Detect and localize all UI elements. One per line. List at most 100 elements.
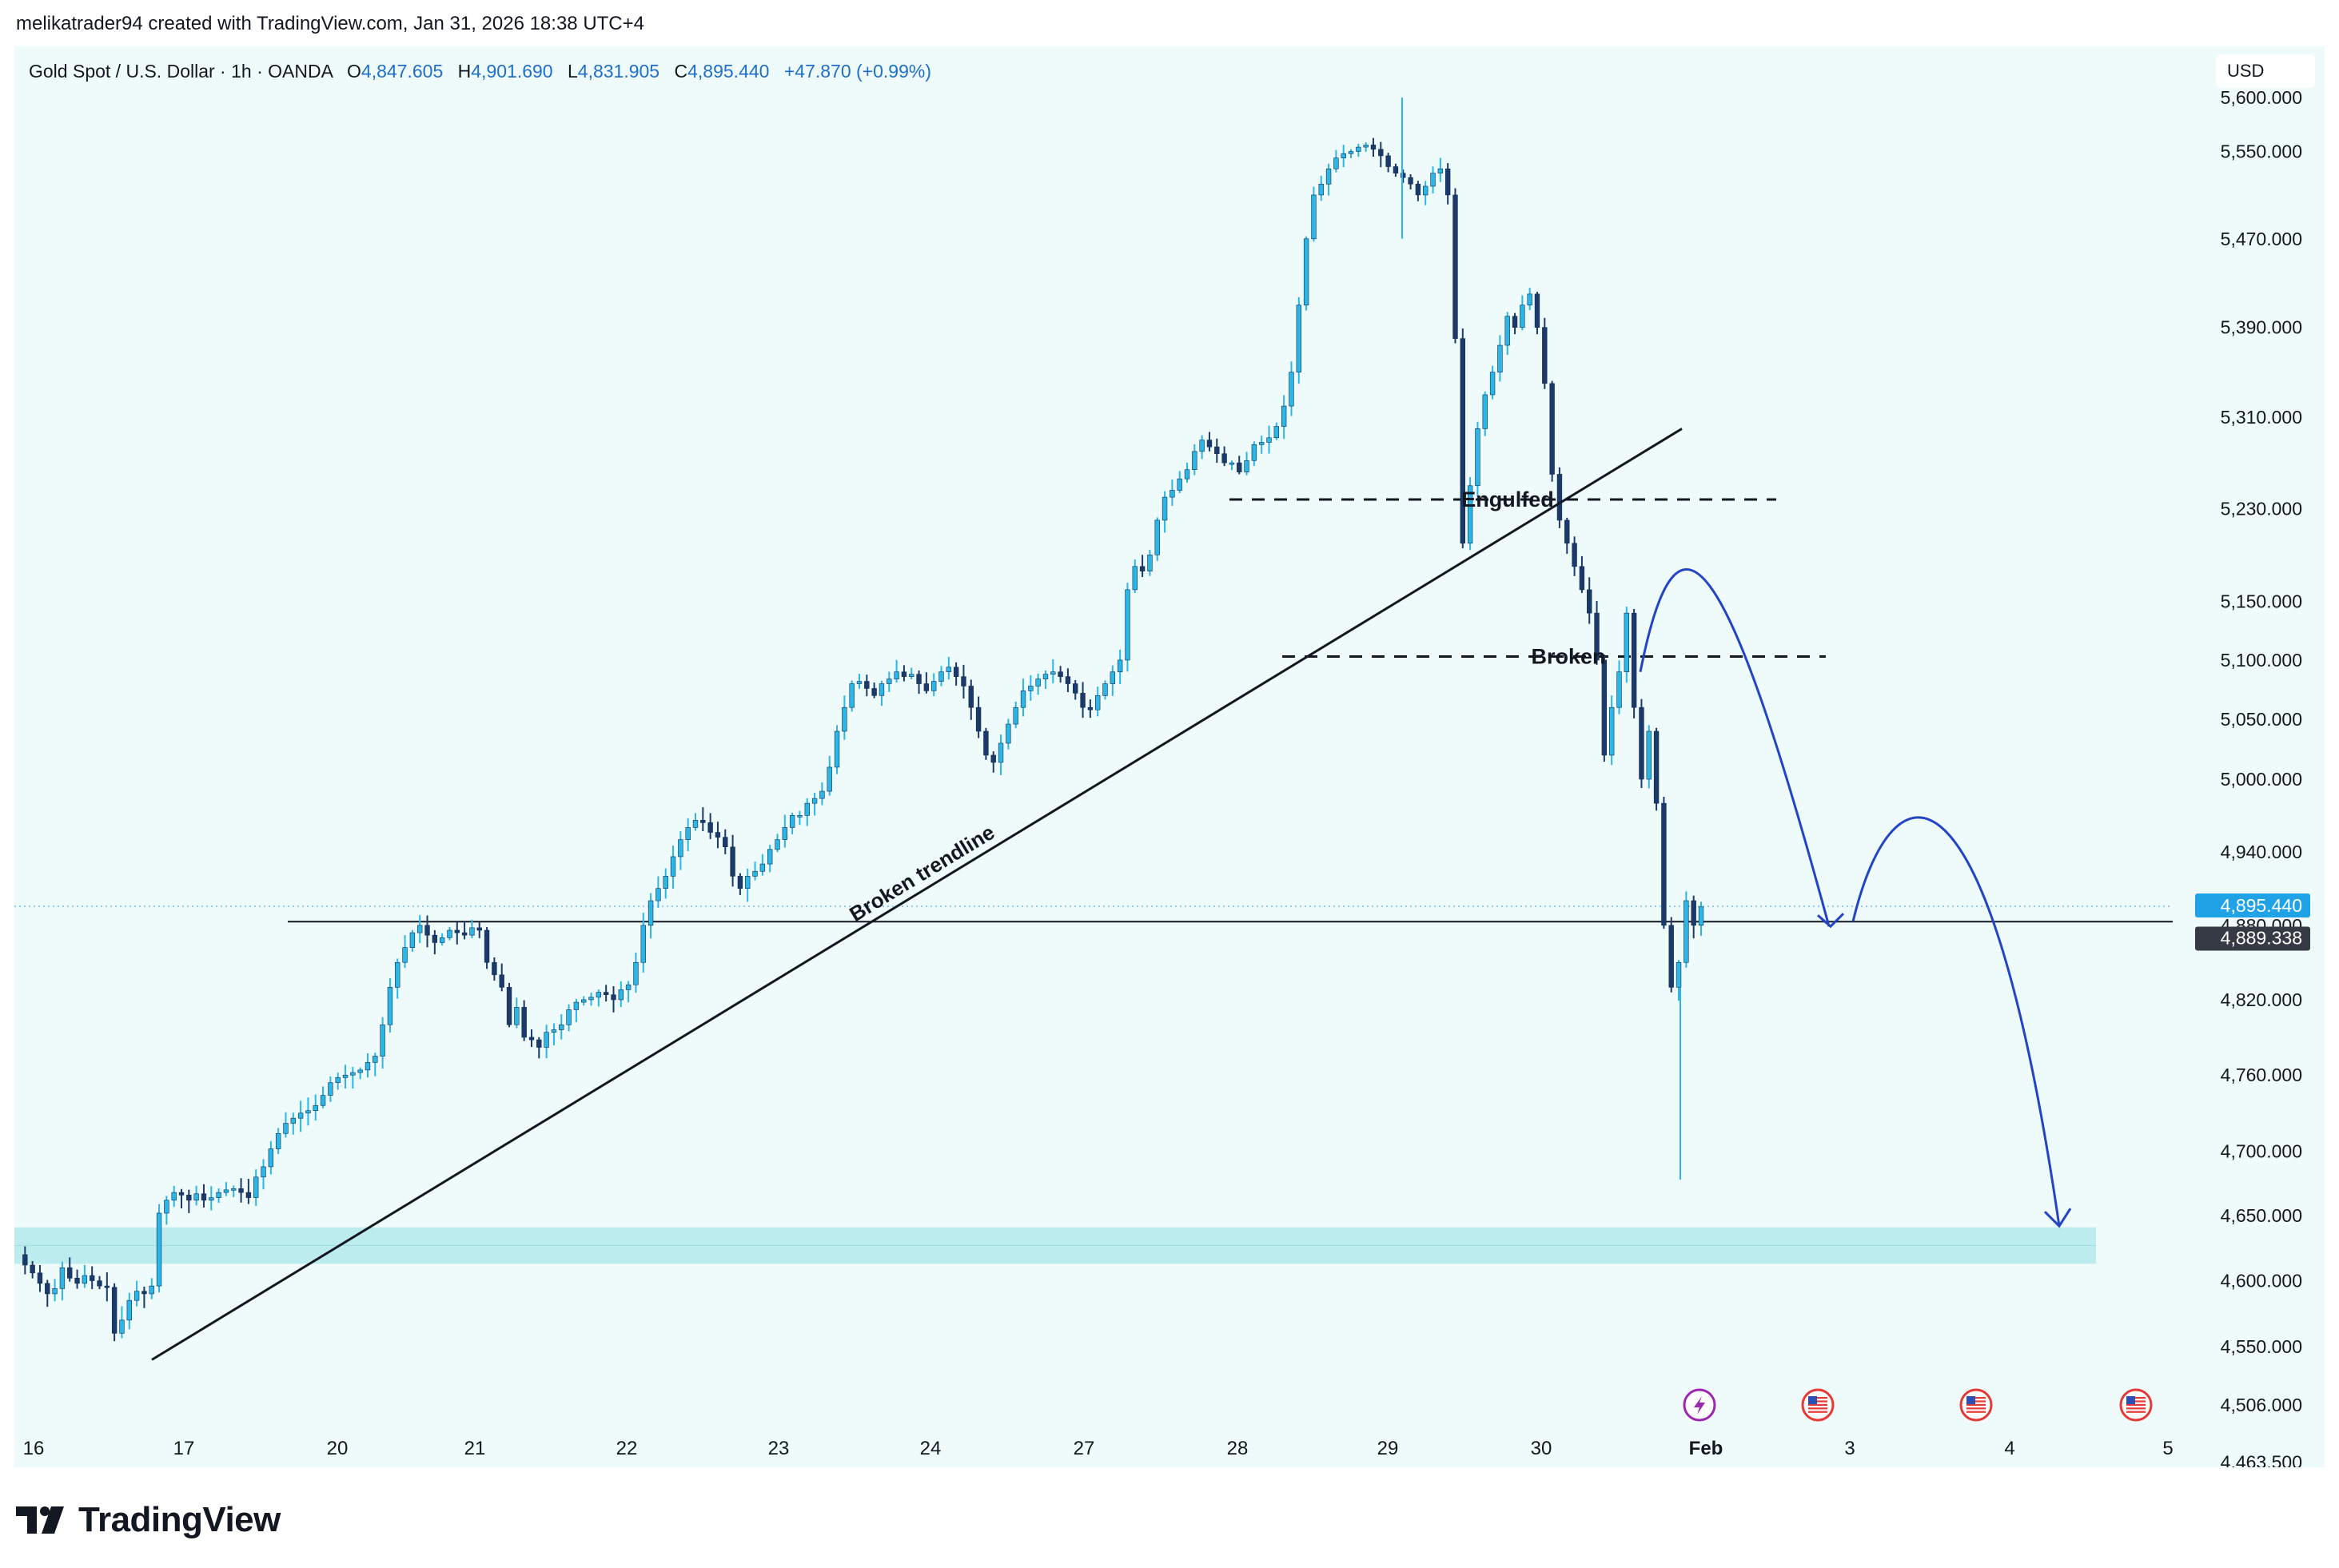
candle[interactable] — [171, 1185, 177, 1208]
candle[interactable] — [1125, 583, 1130, 672]
candle[interactable] — [328, 1076, 333, 1102]
candle[interactable] — [1549, 380, 1555, 482]
candle[interactable] — [45, 1279, 50, 1307]
candle[interactable] — [1050, 659, 1056, 683]
candle[interactable] — [245, 1179, 252, 1204]
candle[interactable] — [424, 915, 430, 948]
candle[interactable] — [1698, 901, 1704, 936]
candle[interactable] — [1520, 295, 1525, 331]
candle[interactable] — [596, 989, 602, 1007]
candle[interactable] — [52, 1279, 58, 1302]
candle[interactable] — [804, 798, 810, 826]
candle[interactable] — [335, 1073, 341, 1090]
candle[interactable] — [1556, 467, 1563, 528]
candle[interactable] — [357, 1067, 363, 1080]
candle[interactable] — [89, 1266, 95, 1290]
us-flag-event-icon[interactable] — [1801, 1388, 1835, 1422]
candle[interactable] — [625, 981, 632, 1003]
candle[interactable] — [1244, 452, 1249, 476]
candle[interactable] — [380, 1017, 385, 1069]
candle[interactable] — [1631, 608, 1637, 718]
candle[interactable] — [930, 673, 937, 697]
candle[interactable] — [1177, 471, 1182, 494]
candle[interactable] — [1378, 141, 1384, 168]
candle[interactable] — [1684, 891, 1689, 968]
candle[interactable] — [1221, 446, 1227, 467]
candle[interactable] — [566, 1004, 572, 1032]
candle[interactable] — [938, 666, 944, 686]
candle[interactable] — [1073, 679, 1078, 700]
candle[interactable] — [581, 996, 587, 1006]
trendline[interactable] — [151, 428, 1683, 1361]
candle[interactable] — [1013, 701, 1018, 729]
candle[interactable] — [723, 829, 728, 854]
candle[interactable] — [655, 876, 661, 908]
candle[interactable] — [1102, 680, 1108, 700]
candle[interactable] — [544, 1025, 549, 1059]
candle[interactable] — [1460, 328, 1465, 549]
candle[interactable] — [1661, 796, 1667, 929]
candle[interactable] — [1444, 163, 1451, 205]
candle[interactable] — [1401, 169, 1406, 183]
candle[interactable] — [1333, 149, 1339, 173]
candle[interactable] — [1639, 698, 1644, 789]
candle[interactable] — [499, 963, 504, 992]
candle[interactable] — [1475, 421, 1480, 497]
candle[interactable] — [983, 727, 989, 760]
candle[interactable] — [409, 929, 416, 952]
candle[interactable] — [268, 1140, 274, 1175]
candle[interactable] — [178, 1188, 185, 1209]
candle[interactable] — [849, 680, 855, 712]
candle[interactable] — [633, 952, 639, 993]
candle[interactable] — [1162, 491, 1168, 533]
symbol-name[interactable]: Gold Spot / U.S. Dollar · 1h · OANDA — [29, 61, 333, 82]
candle[interactable] — [223, 1182, 229, 1196]
candle[interactable] — [126, 1292, 132, 1330]
candle[interactable] — [1489, 365, 1496, 400]
candle[interactable] — [894, 659, 899, 683]
candle[interactable] — [1452, 188, 1458, 344]
candle[interactable] — [953, 662, 959, 686]
candle[interactable] — [290, 1112, 296, 1135]
candle[interactable] — [1542, 317, 1548, 389]
candle[interactable] — [320, 1086, 326, 1108]
candle[interactable] — [432, 929, 438, 955]
candle[interactable] — [707, 813, 713, 839]
candle[interactable] — [82, 1264, 88, 1288]
candle[interactable] — [887, 671, 892, 692]
candle[interactable] — [238, 1178, 244, 1203]
candle[interactable] — [439, 933, 445, 946]
candle[interactable] — [387, 977, 393, 1033]
candle[interactable] — [618, 981, 624, 1007]
candle[interactable] — [1065, 668, 1071, 693]
candle[interactable] — [1608, 695, 1615, 766]
candle[interactable] — [1139, 555, 1146, 578]
candle[interactable] — [1266, 425, 1272, 454]
candle[interactable] — [871, 683, 877, 698]
candle[interactable] — [104, 1272, 110, 1302]
projection-arc-1[interactable] — [1639, 568, 1831, 927]
candle[interactable] — [1080, 682, 1086, 718]
candle[interactable] — [1579, 555, 1585, 593]
candle[interactable] — [22, 1246, 28, 1275]
candle[interactable] — [879, 680, 885, 706]
candle[interactable] — [536, 1037, 542, 1059]
candle[interactable] — [454, 921, 460, 945]
candle[interactable] — [231, 1185, 237, 1198]
candle[interactable] — [253, 1169, 259, 1207]
candle[interactable] — [484, 927, 490, 969]
candle[interactable] — [1318, 175, 1324, 201]
currency-selector[interactable]: USD — [2216, 54, 2315, 88]
candle[interactable] — [737, 873, 743, 895]
candle[interactable] — [842, 695, 847, 740]
candle[interactable] — [759, 854, 766, 876]
candle[interactable] — [1430, 166, 1436, 194]
candle[interactable] — [1281, 395, 1287, 440]
candle[interactable] — [1154, 517, 1160, 561]
candle[interactable] — [275, 1128, 281, 1155]
candle[interactable] — [59, 1261, 66, 1301]
candle[interactable] — [1251, 441, 1257, 467]
candle[interactable] — [417, 914, 423, 943]
candle[interactable] — [1504, 312, 1510, 356]
candle[interactable] — [1147, 550, 1153, 576]
